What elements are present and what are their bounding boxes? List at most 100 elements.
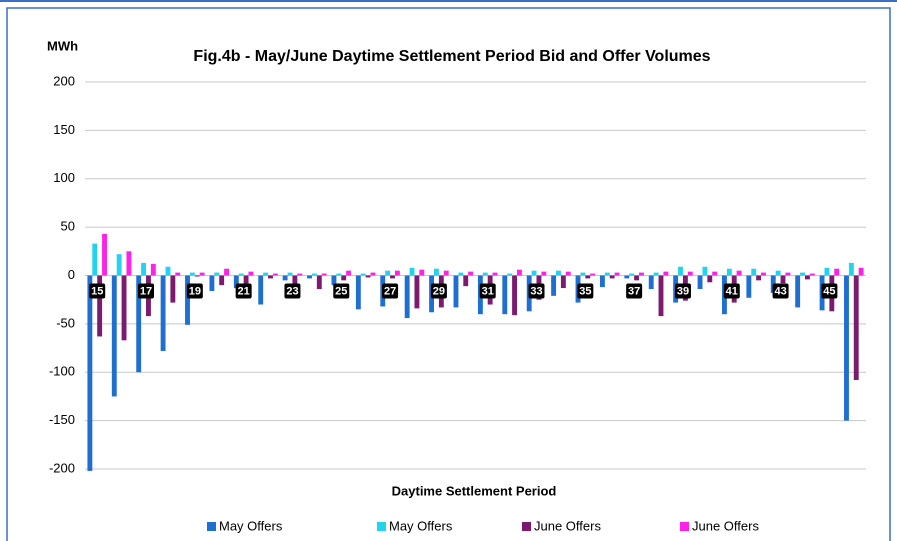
legend-label: June Offers [534,518,601,533]
bar [629,273,635,276]
x-tick-label: 17 [140,285,152,297]
bar [121,275,127,341]
bar [560,275,566,289]
bar [370,272,376,276]
bar [336,273,342,276]
legend: May Offers May Offers June Offers June Offe… [207,518,759,533]
bar [736,270,742,276]
category-label-box [479,283,496,299]
category-label-box [723,283,740,299]
x-tick-label: 31 [482,285,494,297]
bar [453,275,459,308]
bar [834,268,840,276]
bar [804,275,810,280]
bar [268,275,273,279]
bar [507,273,513,276]
bar [599,275,605,288]
y-tick-label: 100 [53,170,75,185]
bar [136,275,142,373]
category-label-box [626,283,643,299]
legend-swatch [522,522,531,531]
bar [287,272,293,276]
bar [87,275,93,471]
x-tick-label: 41 [726,285,738,297]
x-tick-label: 33 [530,285,542,297]
legend-label: June Offers [692,518,759,533]
bar [263,272,269,276]
bar [219,275,225,286]
bar [385,270,391,276]
y-tick-label: -200 [49,460,75,475]
chart-frame [6,7,891,541]
bar [321,273,327,276]
bar [795,275,801,308]
bar [512,275,517,316]
bar [92,243,98,276]
legend-swatch [680,522,689,531]
bar [585,275,591,279]
x-tick-label: 23 [286,285,298,297]
bar [282,275,288,281]
y-tick-label: -50 [56,315,75,330]
bar [751,268,757,276]
x-tick-label: 21 [238,285,250,297]
bar [224,268,229,276]
bar [785,272,791,276]
bar [609,275,615,279]
category-label-box [528,283,545,299]
y-tick-label: -100 [49,364,75,379]
y-tick-label: 200 [53,73,75,88]
bar [297,273,303,276]
x-tick-label: 29 [433,285,445,297]
bar [858,267,864,276]
bar [634,275,640,281]
legend-swatch [207,522,216,531]
bar [238,273,244,276]
bar [292,275,298,288]
bar [170,275,176,303]
x-tick-label: 35 [579,285,591,297]
bar [185,275,190,325]
category-label-box [333,283,350,299]
y-tick-label: 50 [61,219,75,234]
y-tick-label: 150 [53,122,75,137]
bar [404,275,410,319]
bar [311,273,317,276]
x-tick-label: 27 [384,285,396,297]
bar [756,275,762,281]
bar [409,267,415,276]
bar [126,251,132,276]
category-labels: 15 17 19 21 23 25 27 29 31 33 35 37 39 41 43 45 [89,283,838,299]
bar [394,270,400,276]
bar [233,275,239,289]
category-label-box [674,283,691,299]
bar [209,275,215,291]
bar [531,270,537,276]
bar [307,275,312,279]
bar [541,271,547,276]
x-tick-label: 39 [677,285,689,297]
bar [141,262,147,276]
category-label-box [430,283,447,299]
bar [702,266,708,276]
bar [463,275,469,287]
x-tick-label: 43 [774,285,786,297]
bar [434,268,439,276]
category-label-box [89,283,106,299]
bar [746,275,752,298]
bar [111,275,117,397]
category-label-box [382,283,399,299]
bar [639,272,644,276]
bar [341,275,347,281]
bar [150,263,156,276]
bar [355,275,361,310]
bar [492,272,498,276]
bar [443,270,449,276]
bar [844,275,849,421]
category-label-box [284,283,301,299]
bar [331,275,337,286]
category-label-box [235,283,252,299]
x-axis-title: Daytime Settlement Period [392,483,557,498]
bar [824,267,830,276]
